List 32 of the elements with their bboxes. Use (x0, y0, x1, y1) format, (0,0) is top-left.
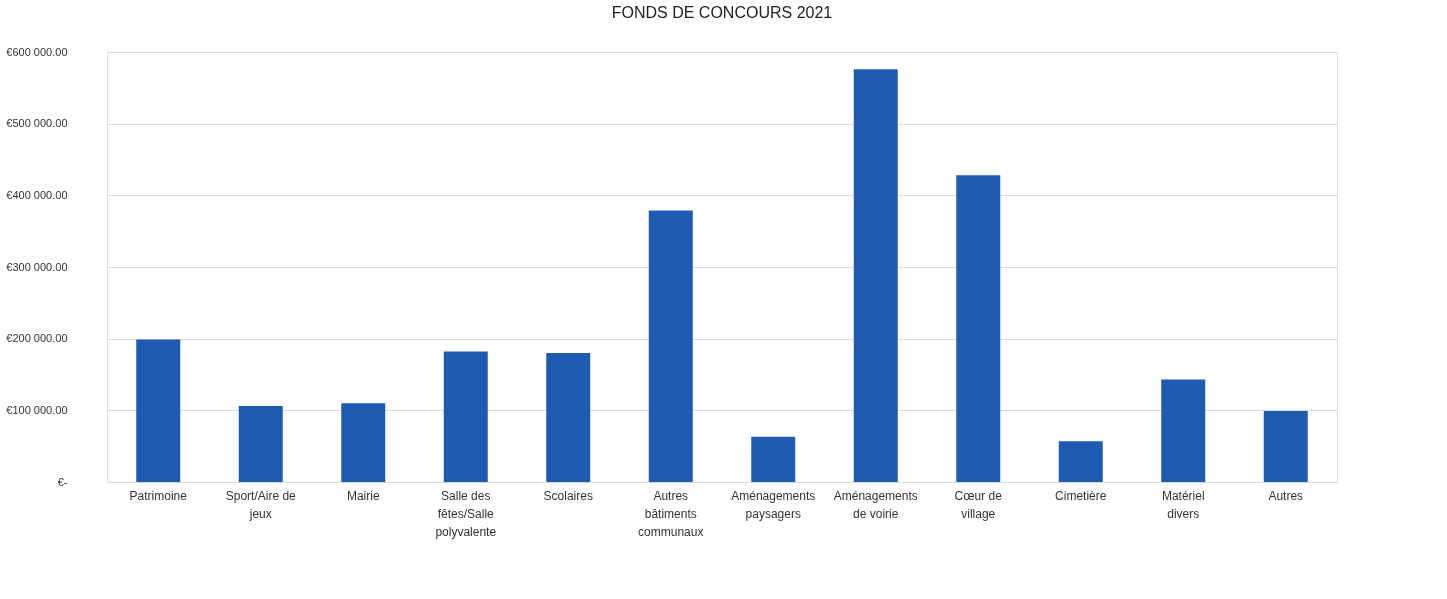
x-tick-label: Aménagements paysagers (731, 488, 816, 521)
y-tick-label: €- (57, 475, 68, 488)
chart-title: FONDS DE CONCOURS 2021 (611, 4, 833, 21)
bar (443, 351, 488, 482)
x-tick-label: Matériel divers (1161, 488, 1205, 521)
bar (546, 353, 591, 482)
y-tick-label: €100 000.00 (6, 403, 68, 416)
bar (648, 210, 693, 482)
x-tick-label: Cœur de village (954, 488, 1003, 521)
x-tick-label: Aménagements de voirie (833, 488, 918, 521)
y-tick-label: €500 000.00 (6, 117, 68, 130)
bar (956, 175, 1001, 482)
x-tick-label: Scolaires (543, 488, 593, 503)
y-tick-label: €600 000.00 (6, 45, 68, 58)
bar (1058, 441, 1103, 482)
x-tick-label: Patrimoine (129, 488, 188, 503)
bar (136, 339, 181, 482)
bar (341, 403, 386, 482)
bar (853, 69, 898, 482)
x-tick-label: Sport/Aire de jeux (225, 488, 297, 521)
x-tick-label: Autres bâtiments communaux (638, 488, 704, 539)
x-tick-label: Cimetière (1055, 488, 1107, 503)
y-tick-label: €400 000.00 (6, 188, 68, 201)
bar (1263, 411, 1308, 482)
x-tick-label: Salle des fêtes/Salle polyvalente (435, 488, 497, 539)
bar (238, 406, 283, 482)
y-tick-label: €200 000.00 (6, 332, 68, 345)
bar (751, 436, 796, 482)
y-tick-label: €300 000.00 (6, 260, 68, 273)
x-tick-label: Autres (1268, 488, 1304, 503)
bar (1161, 379, 1206, 482)
x-tick-label: Mairie (346, 488, 380, 503)
